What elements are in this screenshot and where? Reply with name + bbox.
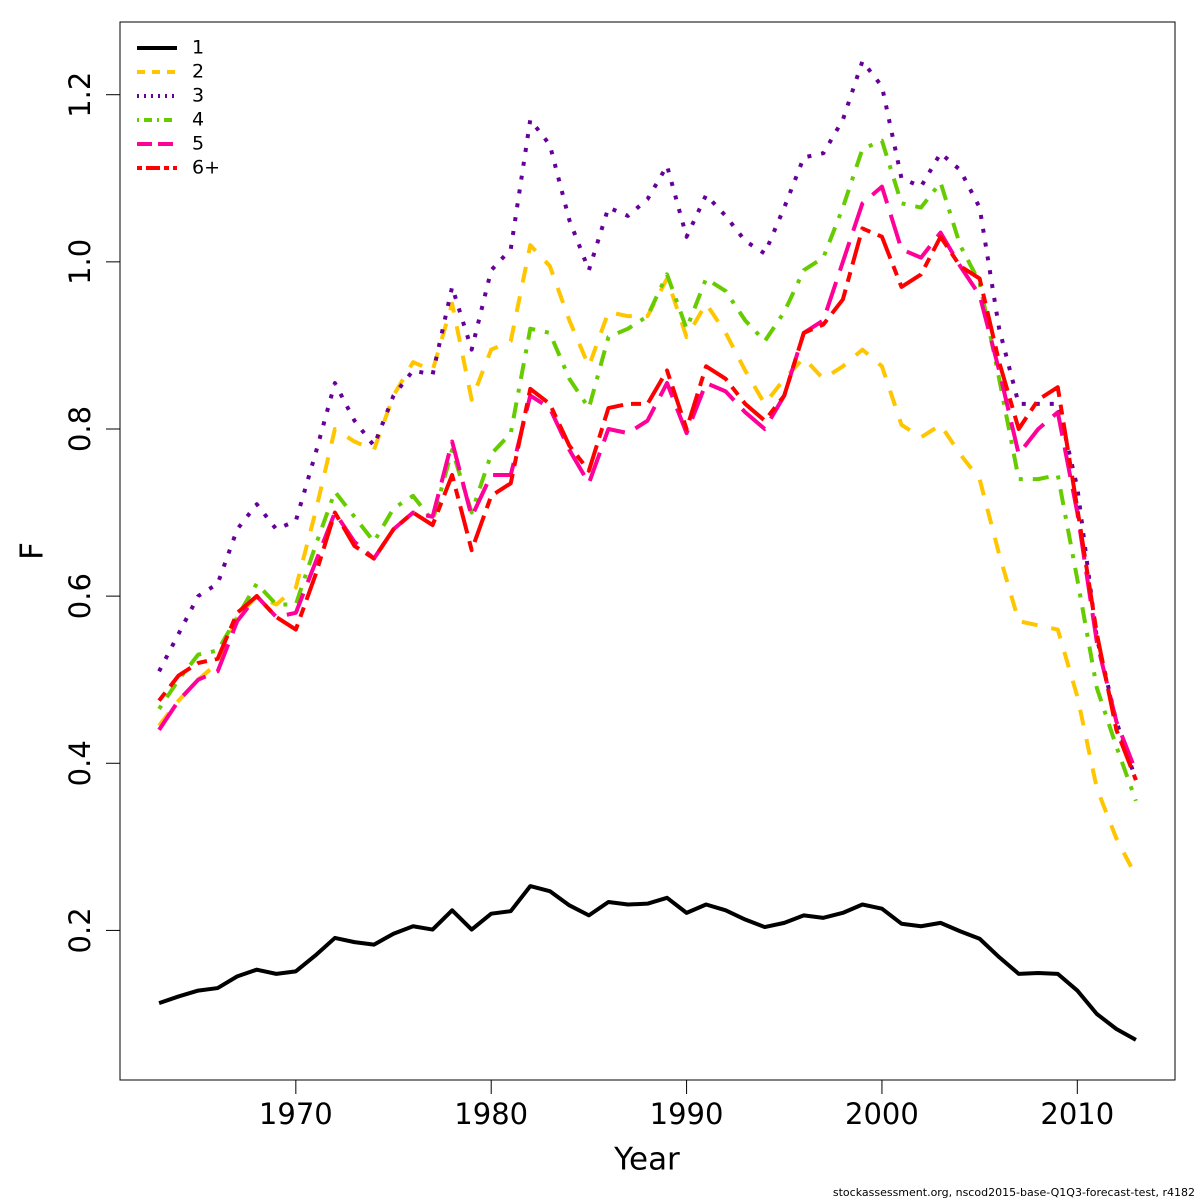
x-axis-title: Year (613, 1142, 680, 1178)
y-tick-label: 0.2 (63, 907, 97, 953)
y-tick-label: 1.0 (63, 239, 97, 285)
y-tick-label: 0.6 (63, 573, 97, 619)
legend-label: 1 (192, 37, 204, 59)
plot-box (119, 21, 1176, 1081)
series-line (157, 138, 1138, 802)
x-tick-label: 2010 (1040, 1097, 1114, 1131)
legend-label: 5 (192, 133, 204, 155)
y-tick-label: 1.2 (63, 72, 97, 118)
x-tick-label: 1990 (650, 1097, 724, 1131)
legend-label: 6+ (192, 157, 220, 179)
x-tick-label: 2000 (845, 1097, 919, 1131)
legend-label: 2 (192, 61, 204, 83)
x-tick-label: 1970 (259, 1097, 333, 1131)
footnote: stockassessment.org, nscod2015-base-Q1Q3… (833, 1186, 1195, 1199)
series-line (157, 59, 1138, 781)
legend-label: 4 (192, 109, 204, 131)
series-line (157, 184, 1138, 773)
y-axis-title: F (15, 542, 51, 560)
series-line (157, 243, 1138, 878)
series-line (158, 884, 1137, 1042)
y-tick-label: 0.8 (63, 406, 97, 452)
y-tick-label: 0.4 (63, 740, 97, 786)
x-tick-label: 1980 (454, 1097, 528, 1131)
legend-label: 3 (192, 85, 204, 107)
series-line (157, 226, 1138, 781)
